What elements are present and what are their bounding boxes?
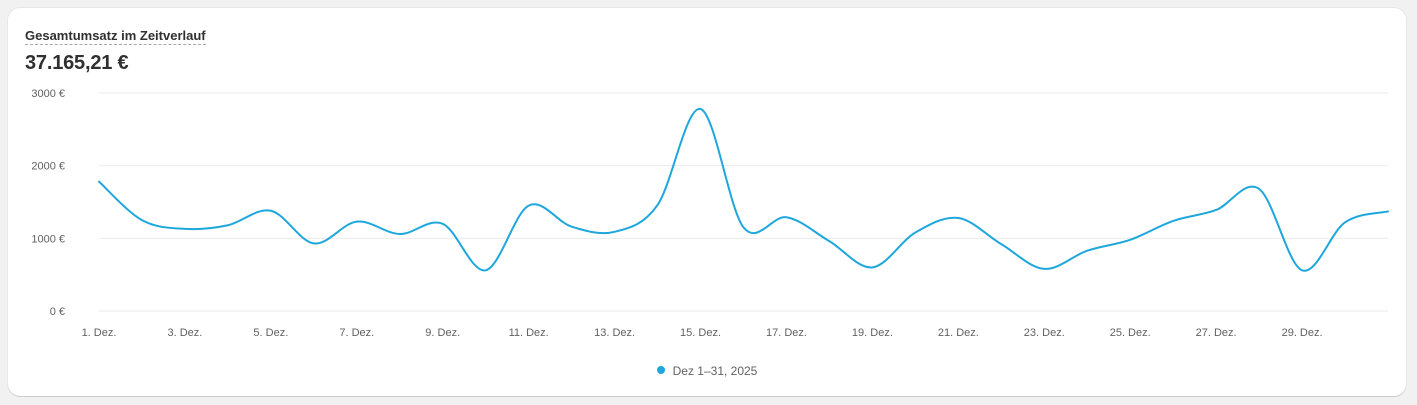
x-tick-label: 21. Dez.	[938, 327, 979, 339]
y-axis-labels: 0 € 1000 € 2000 € 3000 €	[31, 88, 65, 318]
series-lines	[98, 107, 1389, 272]
x-tick-label: 1. Dez.	[82, 327, 117, 339]
series-line[interactable]	[98, 107, 1389, 272]
y-tick-label: 3000 €	[31, 88, 65, 100]
chart-legend[interactable]: Dez 1–31, 2025	[8, 363, 1406, 378]
sales-over-time-card: Gesamtumsatz im Zeitverlauf 37.165,21 € …	[8, 8, 1406, 396]
x-tick-label: 3. Dez.	[168, 327, 203, 339]
x-tick-label: 19. Dez.	[852, 327, 893, 339]
x-tick-label: 15. Dez.	[680, 327, 721, 339]
x-tick-label: 7. Dez.	[339, 327, 374, 339]
total-sales-value: 37.165,21 €	[25, 52, 129, 74]
legend-label: Dez 1–31, 2025	[672, 363, 758, 378]
x-tick-label: 5. Dez.	[253, 327, 288, 339]
y-tick-label: 1000 €	[31, 233, 65, 245]
x-tick-label: 25. Dez.	[1110, 327, 1151, 339]
x-tick-label: 17. Dez.	[766, 327, 807, 339]
x-tick-label: 9. Dez.	[425, 327, 460, 339]
x-tick-label: 27. Dez.	[1196, 327, 1237, 339]
x-axis-labels: 1. Dez. 3. Dez. 5. Dez. 7. Dez. 9. Dez. 11. D…	[82, 327, 1323, 339]
x-tick-label: 23. Dez.	[1024, 327, 1065, 339]
x-tick-label: 11. Dez.	[509, 327, 549, 339]
x-tick-label: 13. Dez.	[594, 327, 635, 339]
legend-color-dot	[656, 365, 665, 374]
x-tick-label: 29. Dez.	[1282, 327, 1323, 339]
y-tick-label: 0 €	[50, 306, 65, 318]
gridlines	[99, 92, 1388, 312]
y-tick-label: 2000 €	[31, 161, 65, 173]
card-title[interactable]: Gesamtumsatz im Zeitverlauf	[25, 28, 206, 45]
line-chart: 0 € 1000 € 2000 € 3000 € 1. Dez. 3. Dez. 5. D…	[31, 88, 1389, 339]
